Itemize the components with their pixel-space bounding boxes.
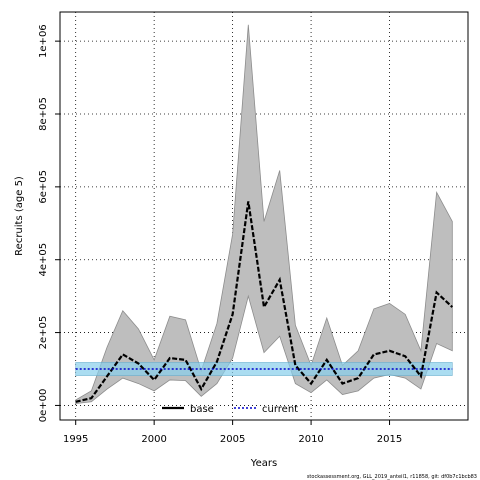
y-axis-title: Recruits (age 5) xyxy=(14,176,25,256)
grid xyxy=(60,12,468,420)
plot-frame xyxy=(59,11,469,421)
x-axis-title: Years xyxy=(250,458,277,469)
y-axis: 0e+00 2e+05 4e+05 6e+05 8e+05 1e+06 xyxy=(38,24,60,422)
series-lines xyxy=(75,201,454,403)
legend: base current xyxy=(162,404,298,415)
x-tick-label-0: 1995 xyxy=(63,434,88,445)
y-tick-label-0: 0e+00 xyxy=(38,389,49,423)
x-tick-label-3: 2010 xyxy=(298,434,323,445)
y-tick-label-4: 8e+05 xyxy=(38,97,49,131)
series-line-base xyxy=(75,201,454,403)
x-tick-label-1: 2000 xyxy=(141,434,166,445)
footer-note: stockassessment.org, GLL_2019_anteil1, r… xyxy=(307,474,477,480)
y-tick-label-2: 4e+05 xyxy=(38,243,49,277)
y-tick-label-1: 2e+05 xyxy=(38,316,49,350)
x-tick-label-4: 2015 xyxy=(377,434,402,445)
x-tick-label-2: 2005 xyxy=(220,434,245,445)
x-axis: 1995 2000 2005 2010 2015 xyxy=(63,420,402,445)
y-tick-label-5: 1e+06 xyxy=(38,24,49,58)
y-tick-label-3: 6e+05 xyxy=(38,170,49,204)
legend-label-base: base xyxy=(190,404,214,415)
legend-label-current: current xyxy=(262,404,298,415)
